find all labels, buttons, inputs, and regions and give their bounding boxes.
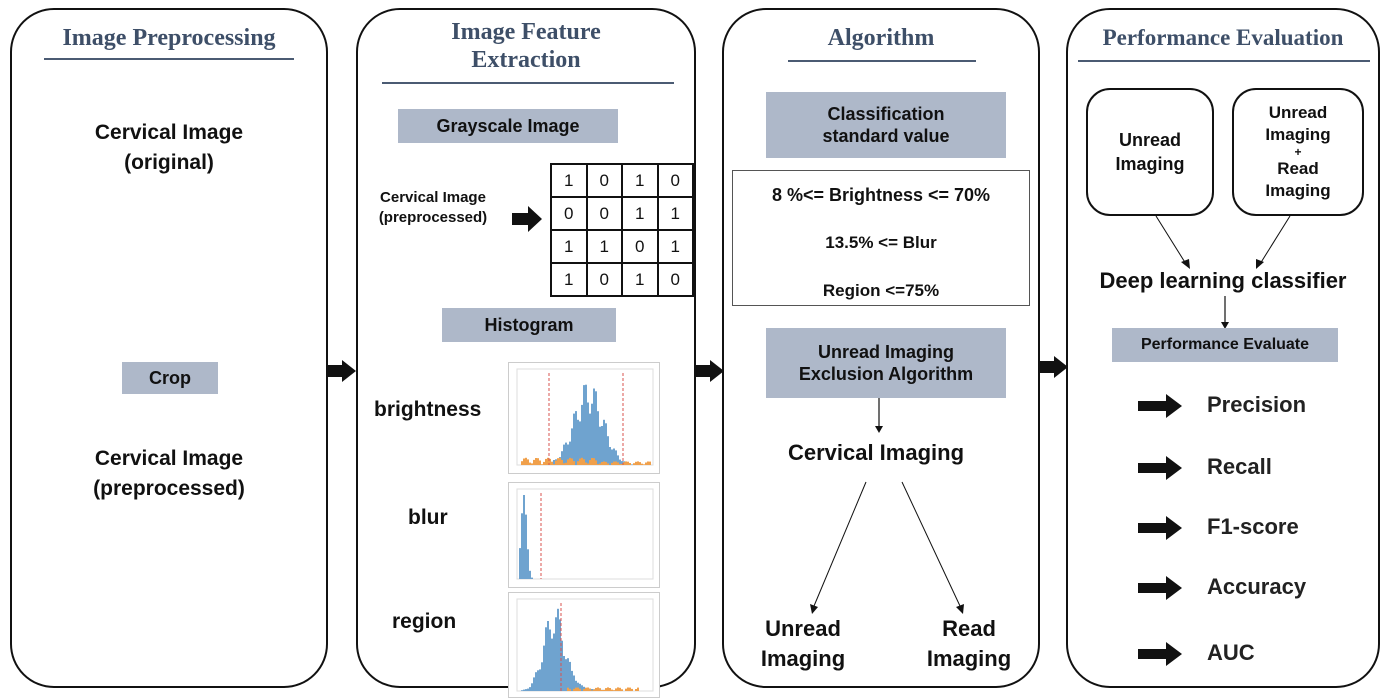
original-image-label: Cervical Image (original) (12, 118, 326, 178)
merge-arrows-icon (1155, 215, 1291, 269)
matrix-cell: 1 (550, 229, 588, 264)
title-underline (788, 60, 976, 62)
matrix-cell: 1 (621, 196, 659, 231)
unread-imaging-label: Unread Imaging (738, 614, 868, 674)
metric-arrow-icon (1138, 576, 1182, 600)
down-arrow-icon (1221, 296, 1229, 329)
performance-evaluate-label: Performance Evaluate (1112, 328, 1338, 362)
metric-arrow-icon (1138, 642, 1182, 666)
matrix-cell: 1 (550, 262, 588, 297)
hist-label-region: region (392, 610, 457, 633)
rule-region: Region <=75% (822, 281, 940, 300)
box1-line2: Imaging (1115, 154, 1185, 174)
input-line2: (preprocessed) (378, 209, 488, 226)
crop-label: Crop (122, 362, 218, 394)
feature-title-line2: Extraction (471, 47, 581, 73)
exclusion-algorithm-label: Unread Imaging Exclusion Algorithm (766, 328, 1006, 398)
rule-blur: 13.5% <= Blur (825, 233, 937, 252)
panel-title-algorithm: Algorithm (827, 25, 935, 51)
metric-recall: Recall (1207, 454, 1272, 479)
pre-line2: (preprocessed) (93, 477, 245, 500)
metric-arrow-icon (1138, 516, 1182, 540)
matrix-cell: 0 (550, 196, 588, 231)
title-underline (44, 58, 294, 60)
pre-line1: Cervical Image (94, 447, 244, 470)
rules-box: 8 %<= Brightness <= 70% 13.5% <= Blur Re… (732, 170, 1030, 306)
matrix-cell: 0 (656, 262, 694, 297)
panel-algorithm: Algorithm Classification standard value … (722, 8, 1040, 688)
box2-plus: + (1294, 145, 1302, 159)
read-line2: Imaging (926, 646, 1012, 671)
original-line1: Cervical Image (94, 121, 244, 144)
flow-arrow-icon (696, 360, 724, 382)
matrix-cell: 0 (585, 262, 623, 297)
box2-line1: Unread (1268, 103, 1328, 122)
feature-title-line1: Image Feature (451, 19, 601, 45)
unread-read-imaging-box: Unread Imaging + Read Imaging (1232, 88, 1364, 216)
matrix-input-label: Cervical Image (preprocessed) (364, 188, 502, 228)
deep-learning-classifier-label: Deep learning classifier (1099, 268, 1347, 293)
matrix-cell: 0 (585, 163, 623, 198)
flow-arrow-icon (1040, 356, 1068, 378)
matrix-cell: 0 (585, 196, 623, 231)
matrix-cell: 1 (656, 196, 694, 231)
grayscale-image-label: Grayscale Image (398, 109, 618, 143)
matrix-cell: 0 (656, 163, 694, 198)
brightness-histogram (508, 362, 660, 474)
matrix-arrow-icon (512, 206, 542, 232)
rule-brightness: 8 %<= Brightness <= 70% (771, 185, 991, 205)
metric-f1-score: F1-score (1207, 514, 1299, 539)
excl-line1: Unread Imaging (817, 342, 955, 362)
panel-title-preprocessing: Image Preprocessing (62, 25, 276, 51)
down-arrow-icon (875, 398, 883, 433)
box2-line4: Imaging (1265, 181, 1331, 200)
panel-title-feature-extraction: Image Feature Extraction (358, 18, 694, 74)
box1-line1: Unread (1118, 130, 1181, 150)
std-line1: Classification (827, 104, 945, 124)
panel-performance-evaluation: Performance Evaluation Unread Imaging Un… (1066, 8, 1380, 688)
matrix-cell: 0 (621, 229, 659, 264)
metric-arrow-icon (1138, 394, 1182, 418)
hist-label-blur: blur (408, 506, 448, 529)
matrix-cell: 1 (621, 262, 659, 297)
unread-line1: Unread (765, 616, 841, 641)
input-line1: Cervical Image (380, 189, 486, 206)
unread-imaging-box: Unread Imaging (1086, 88, 1214, 216)
matrix-cell: 1 (550, 163, 588, 198)
hist-label-brightness: brightness (374, 398, 482, 421)
metric-accuracy: Accuracy (1207, 574, 1307, 599)
matrix-cell: 1 (585, 229, 623, 264)
panel-title-evaluation: Performance Evaluation (1102, 25, 1344, 50)
read-line1: Read (942, 616, 996, 641)
box2-line3: Read (1277, 159, 1319, 178)
read-imaging-label: Read Imaging (904, 614, 1034, 674)
classification-standard-label: Classification standard value (766, 92, 1006, 158)
std-line2: standard value (822, 126, 950, 146)
panel-feature-extraction: Image Feature Extraction Grayscale Image… (356, 8, 696, 698)
metric-auc: AUC (1207, 640, 1255, 665)
histogram-label: Histogram (442, 308, 616, 342)
matrix-cell: 1 (621, 163, 659, 198)
matrix-cell: 1 (656, 229, 694, 264)
metric-precision: Precision (1207, 392, 1307, 417)
excl-line2: Exclusion Algorithm (798, 364, 974, 384)
box2-line2: Imaging (1265, 125, 1331, 144)
panel-image-preprocessing: Image Preprocessing Cervical Image (orig… (10, 8, 328, 688)
unread-line2: Imaging (760, 646, 846, 671)
metric-arrow-icon (1138, 456, 1182, 480)
flow-arrow-icon (328, 360, 356, 382)
original-line2: (original) (124, 151, 214, 174)
title-underline (382, 82, 674, 84)
region-histogram (508, 592, 660, 698)
preprocessed-image-label: Cervical Image (preprocessed) (12, 444, 326, 504)
cervical-imaging-label: Cervical Imaging (787, 440, 965, 465)
branch-arrows-icon (810, 481, 964, 614)
title-underline (1078, 60, 1370, 62)
blur-histogram (508, 482, 660, 588)
